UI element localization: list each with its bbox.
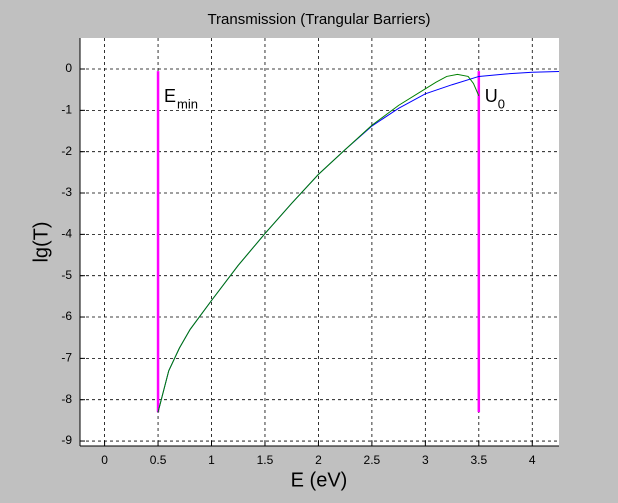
x-tick-label: 2.5 [364,453,381,467]
x-tick-label: 4 [529,453,536,467]
y-tick-label: -7 [61,351,72,365]
y-tick-label: -3 [61,185,72,199]
chart-title: Transmission (Trangular Barriers) [207,11,430,28]
y-axis-label: lg(T) [30,221,52,262]
y-tick-label: -4 [61,227,72,241]
series-line [157,73,480,413]
y-tick-label: -2 [61,144,72,158]
y-tick-label: -1 [61,103,72,117]
x-tick-label: 3 [422,453,429,467]
marker-label: U [485,86,498,106]
x-axis-label: E (eV) [291,469,348,491]
marker-label-sub: 0 [498,97,505,112]
x-tick-label: 3.5 [470,453,487,467]
y-tick-label: 0 [65,61,72,75]
x-tick-label: 1.5 [257,453,274,467]
x-tick-label: 1 [208,453,215,467]
marker-label: E [164,86,176,106]
y-tick-label: -9 [61,433,72,447]
x-tick-label: 2 [315,453,322,467]
y-tick-label: -8 [61,392,72,406]
y-tick-label: -6 [61,309,72,323]
marker-label-sub: min [177,97,198,112]
x-tick-label: 0.5 [150,453,167,467]
y-tick-label: -5 [61,268,72,282]
x-tick-label: 0 [101,453,108,467]
